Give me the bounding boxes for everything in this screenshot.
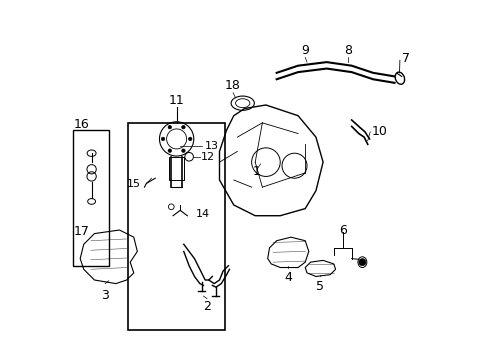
Text: 17: 17: [74, 225, 90, 238]
Text: 16: 16: [74, 118, 90, 131]
Text: 10: 10: [370, 125, 386, 138]
Circle shape: [181, 125, 185, 129]
Text: 5: 5: [315, 280, 323, 293]
Bar: [73, 130, 108, 266]
Text: 14: 14: [196, 209, 210, 219]
Text: 11: 11: [168, 94, 184, 107]
Text: 2: 2: [203, 300, 210, 313]
Text: 4: 4: [284, 271, 291, 284]
Circle shape: [161, 137, 164, 141]
Text: 18: 18: [224, 80, 241, 93]
Text: 15: 15: [127, 179, 141, 189]
Circle shape: [168, 149, 171, 153]
Circle shape: [168, 125, 171, 129]
Circle shape: [358, 258, 365, 266]
Text: 13: 13: [205, 141, 219, 151]
Bar: [168, 157, 184, 180]
Circle shape: [188, 137, 192, 141]
Circle shape: [181, 149, 185, 153]
Text: 3: 3: [101, 289, 109, 302]
Text: 8: 8: [344, 44, 351, 57]
Text: 1: 1: [253, 165, 261, 177]
Text: 6: 6: [338, 224, 346, 237]
Text: 7: 7: [401, 52, 409, 65]
Bar: [128, 123, 224, 330]
Text: 9: 9: [301, 44, 308, 57]
Text: 12: 12: [200, 152, 214, 162]
